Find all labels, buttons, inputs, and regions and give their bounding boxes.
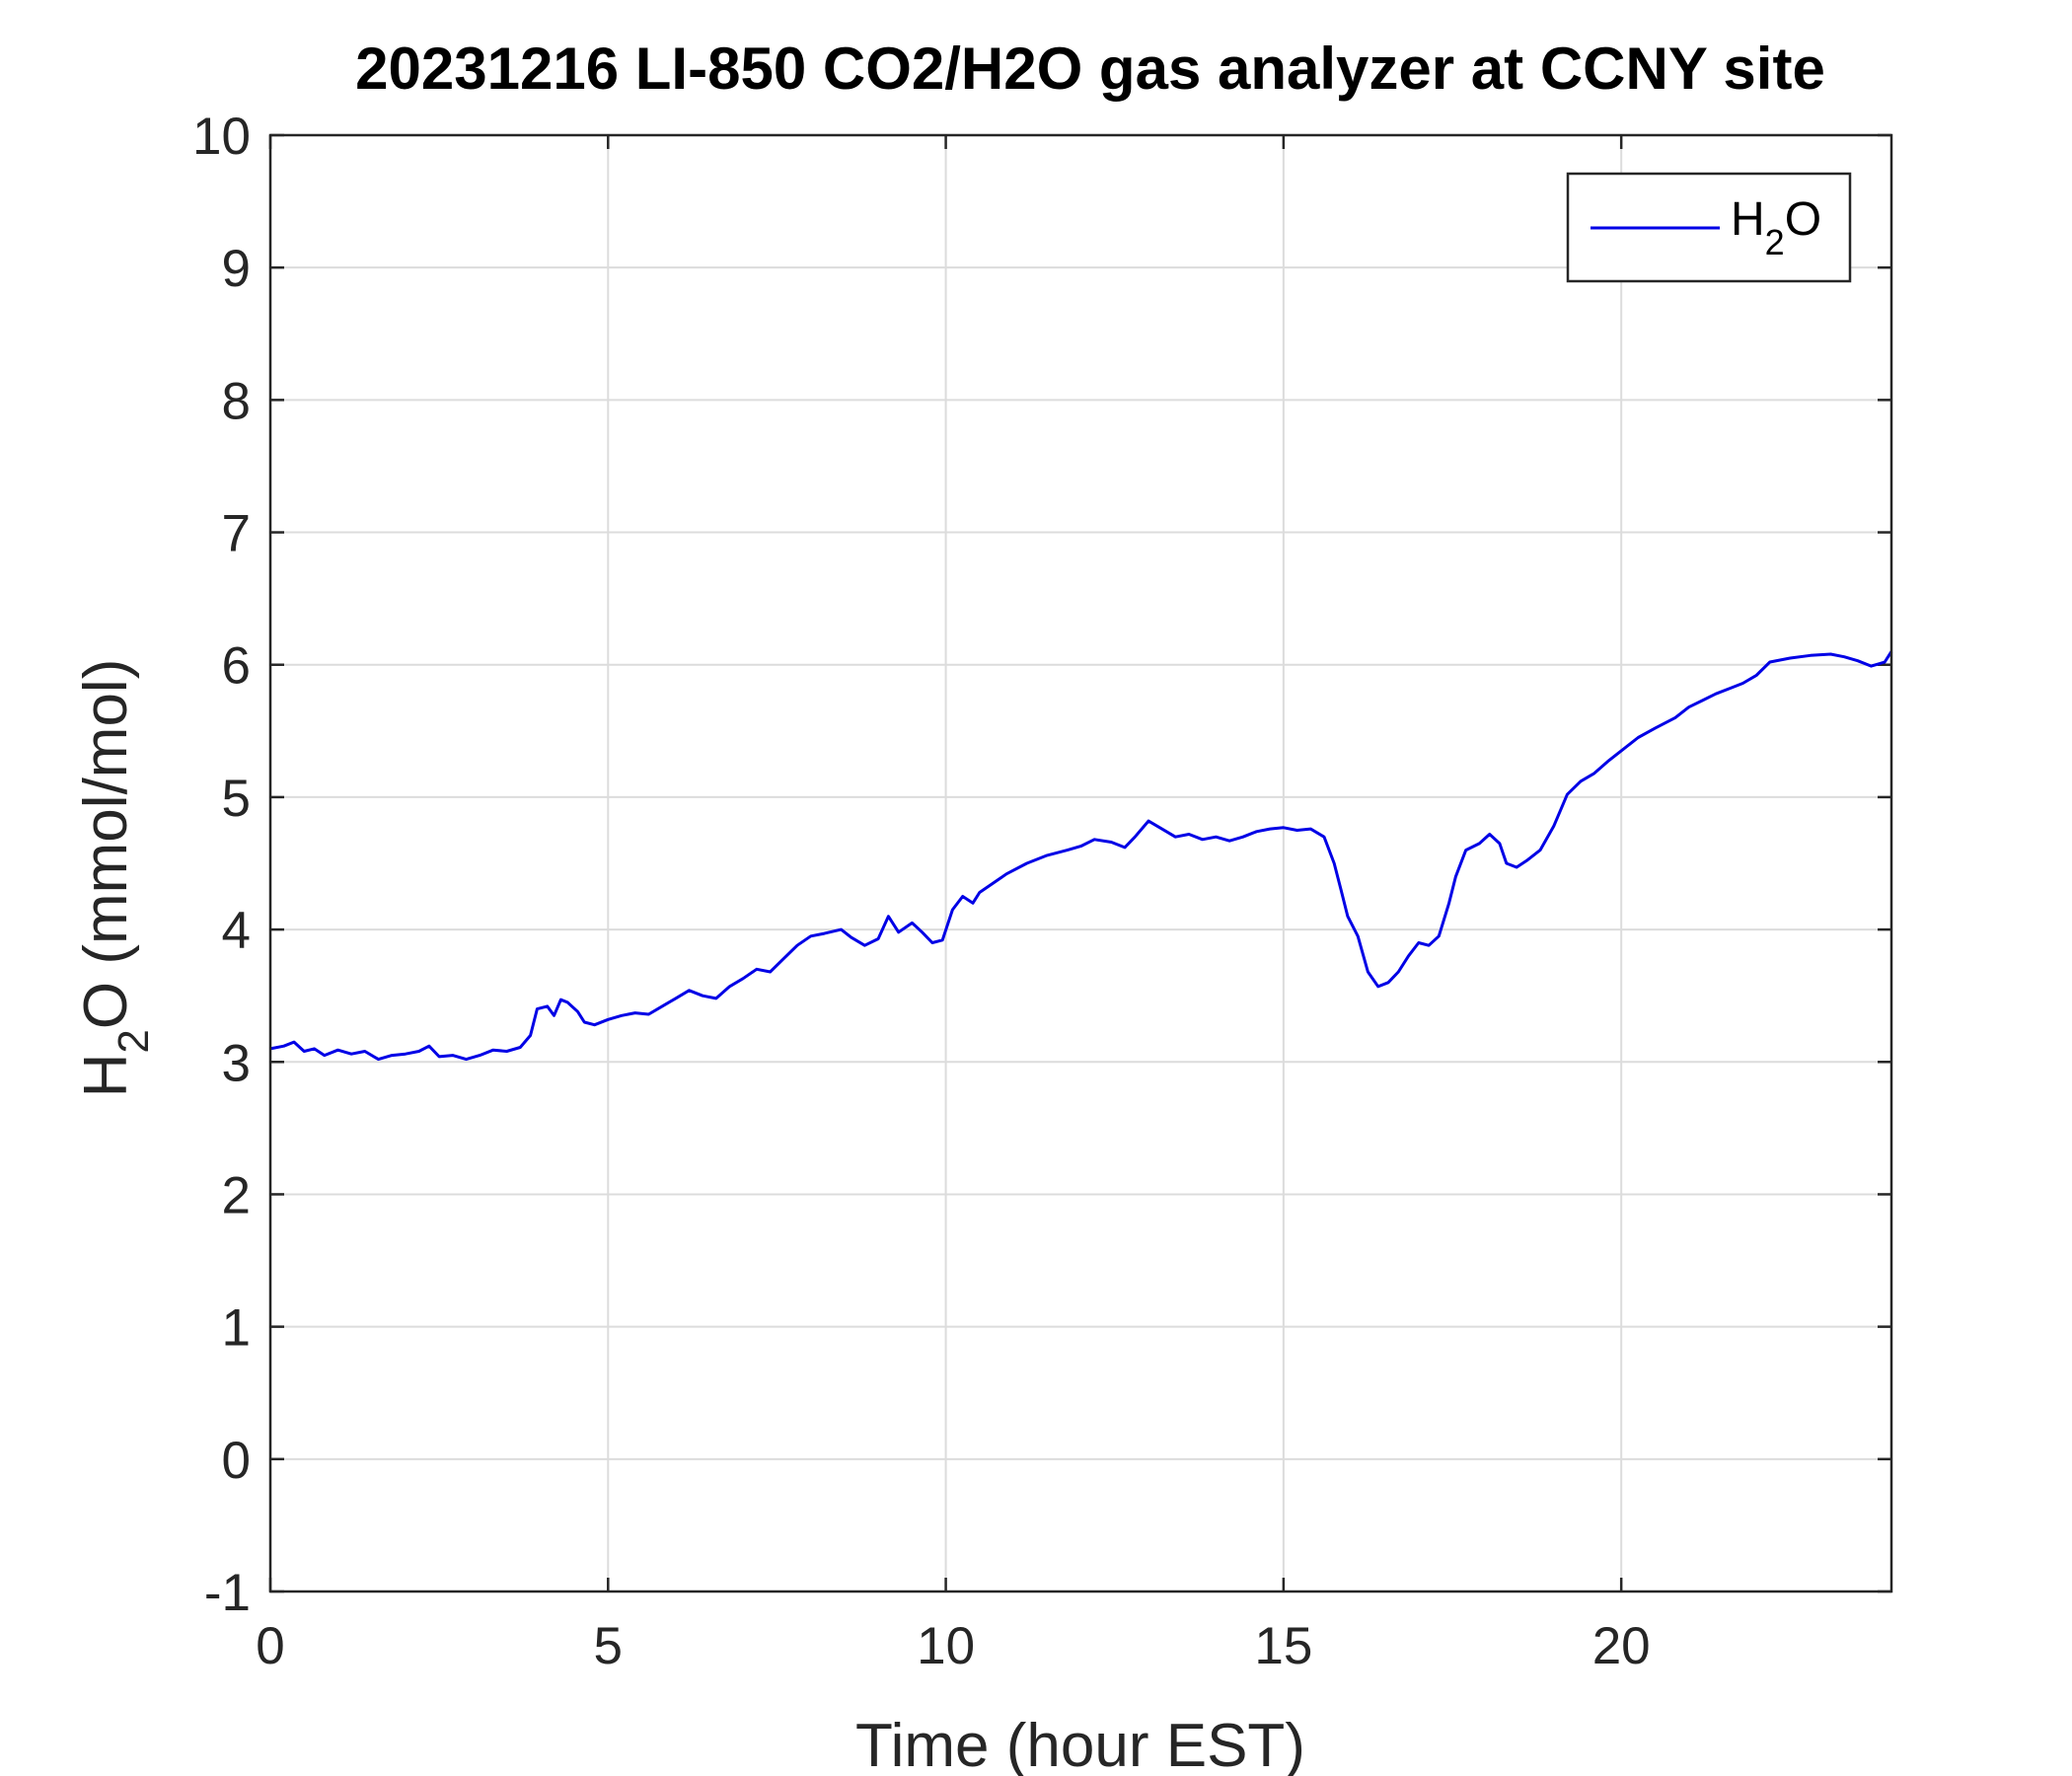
y-axis-label-subscript: 2	[110, 1029, 158, 1053]
legend-label-subscript: 2	[1765, 222, 1785, 262]
y-tick-label: -1	[204, 1564, 251, 1622]
y-tick-label: 2	[222, 1166, 251, 1224]
x-tick-label: 5	[594, 1617, 623, 1675]
y-tick-label: 1	[222, 1299, 251, 1358]
chart-title: 20231216 LI-850 CO2/H2O gas analyzer at …	[355, 36, 1825, 102]
y-tick-label: 6	[222, 637, 251, 696]
y-tick-label: 4	[222, 902, 251, 960]
y-tick-labels: -1 0 1 2 3 4 5 6 7 8 9 10	[192, 108, 251, 1622]
x-axis-label: Time (hour EST)	[855, 1712, 1305, 1776]
y-tick-label: 0	[222, 1432, 251, 1490]
legend-label-rest: O	[1785, 193, 1821, 246]
series-layer	[269, 650, 1893, 1062]
y-tick-label: 3	[222, 1034, 251, 1092]
y-axis-label-rest: O (mmol/mol)	[72, 659, 140, 1029]
plot-area-frame	[268, 133, 1893, 1593]
legend-label-main: H	[1731, 193, 1765, 246]
x-tick-label: 15	[1254, 1617, 1312, 1675]
x-tick-label: 10	[917, 1617, 975, 1675]
legend: H2O	[1566, 172, 1852, 283]
legend-label: H2O	[1731, 193, 1821, 262]
x-tick-label: 20	[1592, 1617, 1651, 1675]
y-tick-label: 5	[222, 770, 251, 828]
y-tick-label: 9	[222, 240, 251, 298]
x-tick-labels: 0 5 10 15 20	[256, 1617, 1650, 1675]
y-axis-label: H2O (mmol/mol)	[72, 659, 158, 1098]
h2o-series-line	[269, 650, 1893, 1062]
y-axis-label-main: H	[72, 1054, 140, 1098]
y-tick-label: 8	[222, 372, 251, 430]
y-tick-label: 7	[222, 505, 251, 563]
x-tick-label: 0	[256, 1617, 284, 1675]
y-tick-label: 10	[192, 108, 251, 166]
gridlines	[270, 135, 1891, 1591]
